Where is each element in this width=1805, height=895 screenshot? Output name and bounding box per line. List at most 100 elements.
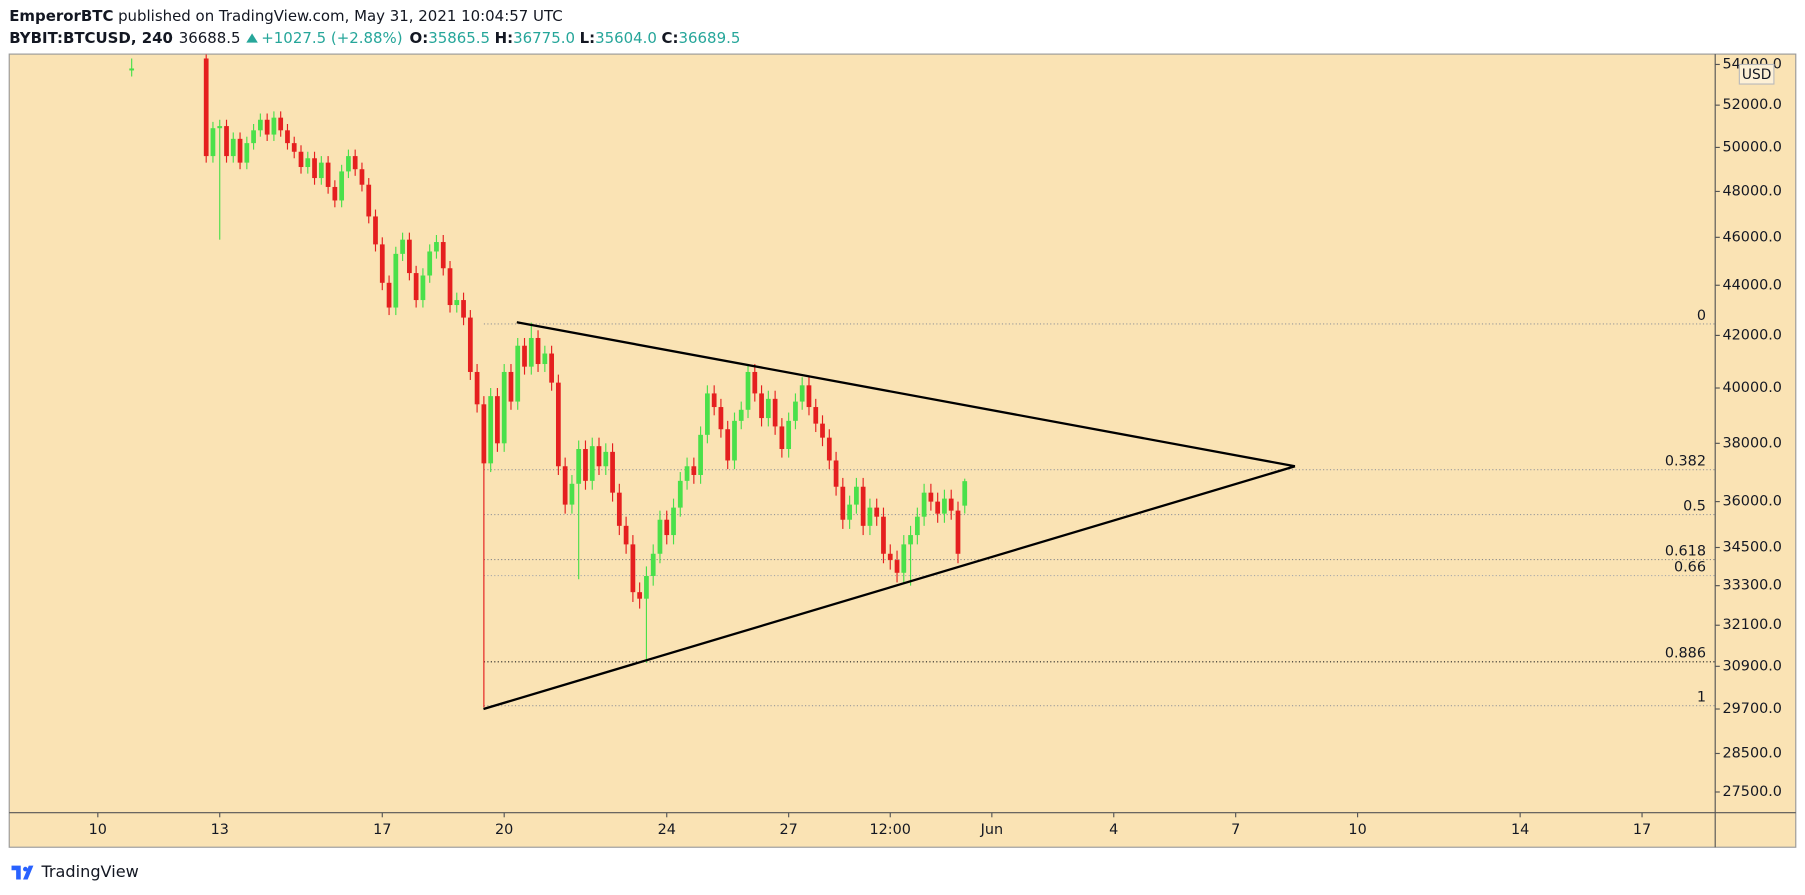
y-tick-label: 30900.0: [1723, 658, 1782, 674]
candle-body: [495, 396, 500, 444]
candle-body: [630, 544, 636, 593]
candle-body: [467, 317, 473, 372]
y-tick-label: 46000.0: [1723, 229, 1782, 245]
candle-body: [379, 244, 385, 283]
candle-body: [596, 446, 602, 467]
candle-body: [522, 345, 527, 367]
candle-body: [637, 592, 643, 599]
x-tick-label: 10: [89, 822, 107, 838]
candle-body: [203, 58, 209, 157]
candle-body: [237, 138, 243, 163]
y-tick-label: 27500.0: [1723, 784, 1782, 800]
candle-body: [887, 553, 893, 561]
x-tick-label: 27: [780, 822, 798, 838]
candle-body: [671, 507, 676, 536]
y-tick-label: 40000.0: [1723, 380, 1782, 396]
x-tick-label: Jun: [980, 822, 1003, 838]
candle-body: [481, 404, 487, 464]
close-label: C:: [662, 28, 679, 46]
candle-body: [589, 446, 595, 481]
candle-body: [407, 239, 412, 274]
last-price: 36688.5: [179, 28, 241, 46]
candle-body: [318, 162, 324, 179]
candle-body: [813, 407, 819, 424]
published: published on TradingView.com, May 31, 20…: [118, 7, 563, 25]
candle-body: [285, 130, 290, 144]
candle-body: [129, 68, 135, 71]
x-tick-label: 14: [1511, 822, 1529, 838]
candle-body: [576, 449, 582, 484]
candle-body: [603, 451, 609, 467]
candle-body: [583, 449, 588, 481]
candle-body: [352, 156, 358, 170]
trend-line: [516, 321, 1296, 468]
candle-body: [738, 409, 744, 421]
candle-body: [691, 466, 697, 475]
x-tick-label: 4: [1109, 822, 1118, 838]
candle-body: [840, 486, 846, 520]
candle-body: [528, 337, 534, 367]
candle-body: [549, 353, 554, 383]
x-tick-label: 24: [658, 822, 676, 838]
candle-body: [684, 466, 690, 481]
candle-body: [210, 128, 216, 157]
fib-level-label: 0.382: [1665, 454, 1706, 470]
y-tick-label: 32100.0: [1723, 617, 1782, 633]
candle-body: [664, 519, 670, 536]
candle-body: [732, 420, 737, 461]
candle-body: [373, 216, 378, 245]
candle-body: [562, 466, 568, 505]
candle-body: [508, 371, 514, 402]
candle-body: [955, 510, 961, 554]
x-tick-label: 20: [495, 822, 513, 838]
symbol: BYBIT:BTCUSD, 240: [9, 28, 173, 46]
y-tick-label: 42000.0: [1723, 327, 1782, 343]
candle-body: [772, 398, 778, 427]
candle-body: [820, 423, 825, 438]
x-tick-label: 12:00: [870, 822, 911, 838]
candle-body: [881, 516, 886, 554]
candle-body: [793, 401, 798, 421]
candle-body: [434, 242, 439, 252]
candle-body: [752, 371, 758, 394]
trend-lines: [483, 321, 1296, 711]
y-tick-label: 34500.0: [1723, 539, 1782, 555]
candle-body: [650, 553, 656, 576]
candle-body: [833, 460, 839, 487]
candle-body: [366, 184, 372, 217]
high-value: 36775.0: [513, 28, 575, 46]
candle-body: [291, 143, 297, 152]
candle-body: [264, 119, 270, 135]
candle-body: [942, 498, 947, 514]
chart-background: [8, 53, 1797, 848]
y-tick-label: 33300.0: [1723, 578, 1782, 594]
candle-body: [298, 151, 304, 168]
candle-body: [610, 451, 615, 493]
candle-body: [928, 492, 934, 502]
axes: 54000.052000.050000.048000.046000.044000…: [89, 56, 1782, 838]
candle-body: [718, 407, 724, 430]
candle-body: [867, 507, 873, 526]
candle-body: [799, 385, 805, 402]
candle-body: [257, 119, 263, 131]
candle-body: [346, 156, 351, 172]
candle-body: [305, 158, 311, 168]
candle-body: [224, 126, 229, 157]
candle-body: [386, 282, 392, 308]
candle-body: [860, 486, 866, 526]
open-label: O:: [409, 28, 428, 46]
fib-level-label: 0.886: [1665, 646, 1706, 662]
y-tick-label: 36000.0: [1723, 494, 1782, 510]
fib-level-label: 1: [1697, 690, 1706, 706]
candle-body: [921, 492, 927, 517]
candle-body: [779, 426, 785, 450]
close-value: 36689.5: [679, 28, 741, 46]
candle-body: [447, 268, 453, 306]
candle-body: [786, 420, 792, 450]
y-tick-label: 28500.0: [1723, 745, 1782, 761]
candle-body: [874, 507, 880, 517]
candle-body: [393, 253, 399, 308]
candle-body: [711, 393, 717, 408]
change: +1027.5 (+2.88%): [261, 28, 402, 46]
